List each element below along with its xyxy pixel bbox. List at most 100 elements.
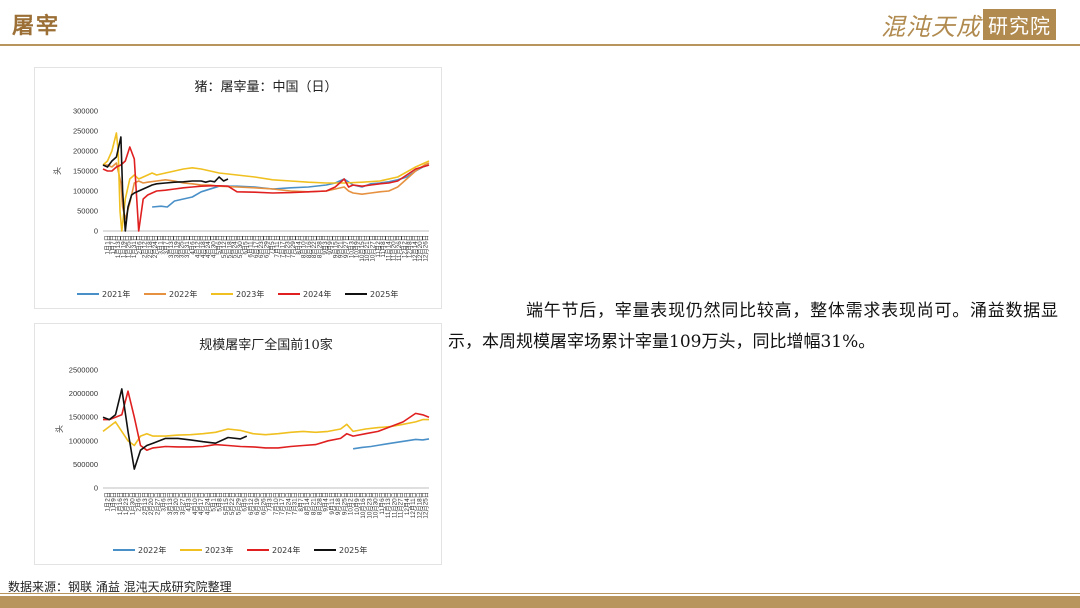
- series-line-2025年: [102, 136, 229, 232]
- series-line-2025年: [102, 388, 248, 470]
- legend-label: 2022年: [138, 545, 166, 555]
- chart-top10-plants: 规模屠宰厂全国前10家 0 500000 1000000 1500000 2000000 2…: [54, 337, 430, 555]
- brand-logo-main: 混沌天成: [881, 12, 981, 41]
- x-tick-label: 11月14日: [384, 235, 392, 261]
- series-line-2024年: [103, 390, 430, 451]
- x-tick-label: 11月2日: [374, 235, 382, 258]
- x-tick-label: 9月25日: [340, 492, 348, 515]
- x-tick-label: 8月21日: [309, 492, 317, 515]
- x-tick-label: 8月16日: [305, 235, 313, 258]
- x-tick-label: 7月17日: [278, 235, 286, 258]
- x-tick-label: 8月28日: [316, 235, 324, 258]
- x-tick-label: 7月11日: [273, 235, 281, 258]
- x-tick-label: 8月14日: [303, 492, 311, 515]
- x-tick-label: 2月20日: [147, 492, 155, 515]
- x-tick-label: 5月22日: [228, 492, 236, 515]
- x-tick-label: 6月12日: [247, 492, 255, 515]
- data-source-note: 数据来源：钢联 涌益 混沌天成研究院整理: [8, 580, 232, 594]
- x-tick-label: 7月5日: [268, 235, 276, 255]
- x-tick-label: 11月20日: [390, 492, 398, 518]
- header-divider: [0, 44, 1080, 46]
- x-tick-label: 12月4日: [403, 492, 411, 515]
- x-tick-label: 5月8日: [216, 492, 224, 512]
- y-tick-label: 2000000: [69, 389, 98, 398]
- y-tick-label: 500000: [73, 460, 98, 469]
- x-tick-label: 7月29日: [289, 235, 297, 258]
- y-tick-label: 100000: [73, 187, 98, 196]
- x-tick-label: 1月19日: [119, 235, 127, 258]
- x-tick-label: 4月30日: [210, 235, 218, 258]
- y-tick-label: 250000: [73, 127, 98, 136]
- x-tick-label: 5月29日: [234, 492, 242, 515]
- x-tick-label: 1月30日: [128, 492, 136, 515]
- x-tick-label: 2月13日: [141, 492, 149, 515]
- chart-title: 猪：屠宰量：中国（日）: [194, 79, 337, 95]
- x-tick-label: 4月24日: [204, 235, 212, 258]
- x-tick-label: 9月18日: [334, 492, 342, 515]
- x-tick-label: 6月5日: [241, 492, 249, 512]
- x-tick-label: 3月27日: [178, 492, 186, 515]
- y-tick-label: 1000000: [69, 436, 98, 445]
- x-tick-label: 7月31日: [291, 492, 299, 515]
- x-tick-label: 8月10日: [300, 235, 308, 258]
- x-tick-label: 10月3日: [347, 235, 355, 258]
- footer-divider: [0, 593, 1080, 594]
- x-tick-label: 5月18日: [225, 235, 233, 258]
- x-tick-label: 6月17日: [252, 235, 260, 258]
- x-tick-label: 9月11日: [328, 492, 336, 515]
- y-axis-label: 头: [52, 167, 62, 175]
- series-line-2022年: [103, 162, 430, 220]
- x-tick-label: 10月2日: [347, 492, 355, 515]
- x-tick-label: 10月21日: [363, 235, 371, 262]
- x-tick-label: 2月24日: [151, 235, 159, 258]
- commentary-text: 端午节后，宰量表现仍然同比较高，整体需求表现尚可。涌益数据显示，本周规模屠宰场累…: [448, 301, 1058, 352]
- series-line-2024年: [102, 146, 430, 232]
- x-tick-label: 4月24日: [203, 492, 211, 515]
- x-tick-label: 1月16日: [116, 492, 124, 515]
- x-tick-label: 4月18日: [199, 235, 207, 258]
- x-tick-label: 10月9日: [353, 235, 361, 258]
- x-tick-label: 3月31日: [183, 235, 191, 258]
- series-line-2023年: [102, 132, 430, 232]
- chart-daily-slaughter-panel: 猪：屠宰量：中国（日） 0 50000 100000 150000 200000 25000…: [34, 67, 442, 309]
- series-line-2023年: [102, 418, 429, 447]
- legend-label: 2023年: [205, 545, 233, 555]
- x-tick-label: 6月19日: [253, 492, 261, 515]
- x-tick-label: 12月18日: [415, 492, 423, 519]
- brand-logo-box: 研究院: [983, 8, 1056, 40]
- x-tick-label: 9月27日: [342, 235, 350, 258]
- x-tick-label: 4月12日: [194, 235, 202, 258]
- y-tick-label: 0: [94, 227, 98, 236]
- x-tick-label: 11月8日: [379, 235, 387, 258]
- x-tick-label: 10月27日: [369, 235, 377, 262]
- x-tick-label: 6月5日: [241, 235, 249, 255]
- x-tick-label: 7月23日: [284, 235, 292, 258]
- footer-bar: [0, 596, 1080, 608]
- x-tick-label: 11月26日: [395, 235, 403, 261]
- x-tick-label: 2月18日: [146, 235, 154, 258]
- x-tick-label: 2月6日: [135, 235, 143, 255]
- x-tick-label: 7月10日: [272, 492, 280, 515]
- x-tick-label: 10月9日: [353, 492, 361, 515]
- x-tick-label: 1月31日: [130, 235, 138, 258]
- chart-top10-plants-panel: 规模屠宰厂全国前10家 0 500000 1000000 1500000 2000000 2…: [34, 323, 442, 565]
- x-tick-label: 4月10日: [191, 492, 199, 515]
- x-tick-label: 11月13日: [384, 492, 392, 518]
- series-line-2021年: [152, 164, 430, 208]
- legend-label: 2023年: [236, 289, 264, 299]
- x-tick-label: 9月15日: [331, 235, 339, 258]
- x-tick-label: 11月27日: [397, 492, 405, 518]
- legend-label: 2022年: [169, 289, 197, 299]
- x-tick-label: 1月7日: [109, 235, 117, 255]
- x-tick-label: 8月22日: [310, 235, 318, 258]
- x-tick-label: 9月21日: [337, 235, 345, 258]
- chart-title: 规模屠宰厂全国前10家: [199, 337, 333, 353]
- x-tick-label: 9月9日: [326, 235, 334, 255]
- legend-label: 2024年: [272, 545, 300, 555]
- x-tick-label: 11月20日: [390, 235, 398, 261]
- x-tick-label: 3月6日: [160, 492, 168, 512]
- x-tick-label: 5月6日: [215, 235, 223, 255]
- x-tick-label: 12月25日: [422, 492, 430, 519]
- x-tick-label: 10月23日: [365, 492, 373, 519]
- x-tick-label: 3月13日: [167, 235, 175, 258]
